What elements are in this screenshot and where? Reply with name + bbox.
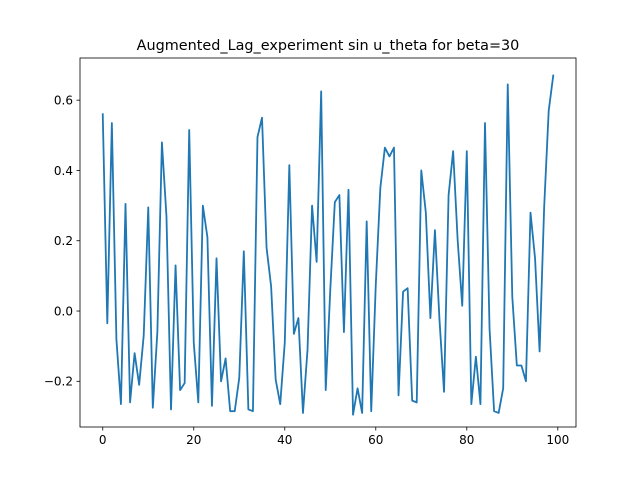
x-tick-label: 20 [186, 433, 201, 447]
y-tick-label: 0.4 [54, 164, 73, 178]
y-tick-label: −0.2 [44, 375, 73, 389]
x-tick-label: 40 [277, 433, 292, 447]
x-tick-label: 80 [459, 433, 474, 447]
x-tick-label: 100 [546, 433, 569, 447]
x-tick-label: 60 [368, 433, 383, 447]
series-line [101, 74, 555, 416]
y-tick-label: 0.6 [54, 93, 73, 107]
y-tick-label: 0.0 [54, 304, 73, 318]
y-tick-label: 0.2 [54, 234, 73, 248]
plot-area [101, 74, 555, 416]
x-axis: 0 20 40 60 80 100 [99, 427, 569, 447]
x-tick-label: 0 [99, 433, 107, 447]
axes-frame [79, 57, 577, 428]
chart-title: Augmented_Lag_experiment sin u_theta for… [137, 38, 520, 54]
y-axis: −0.2 0.0 0.2 0.4 0.6 [44, 93, 80, 389]
